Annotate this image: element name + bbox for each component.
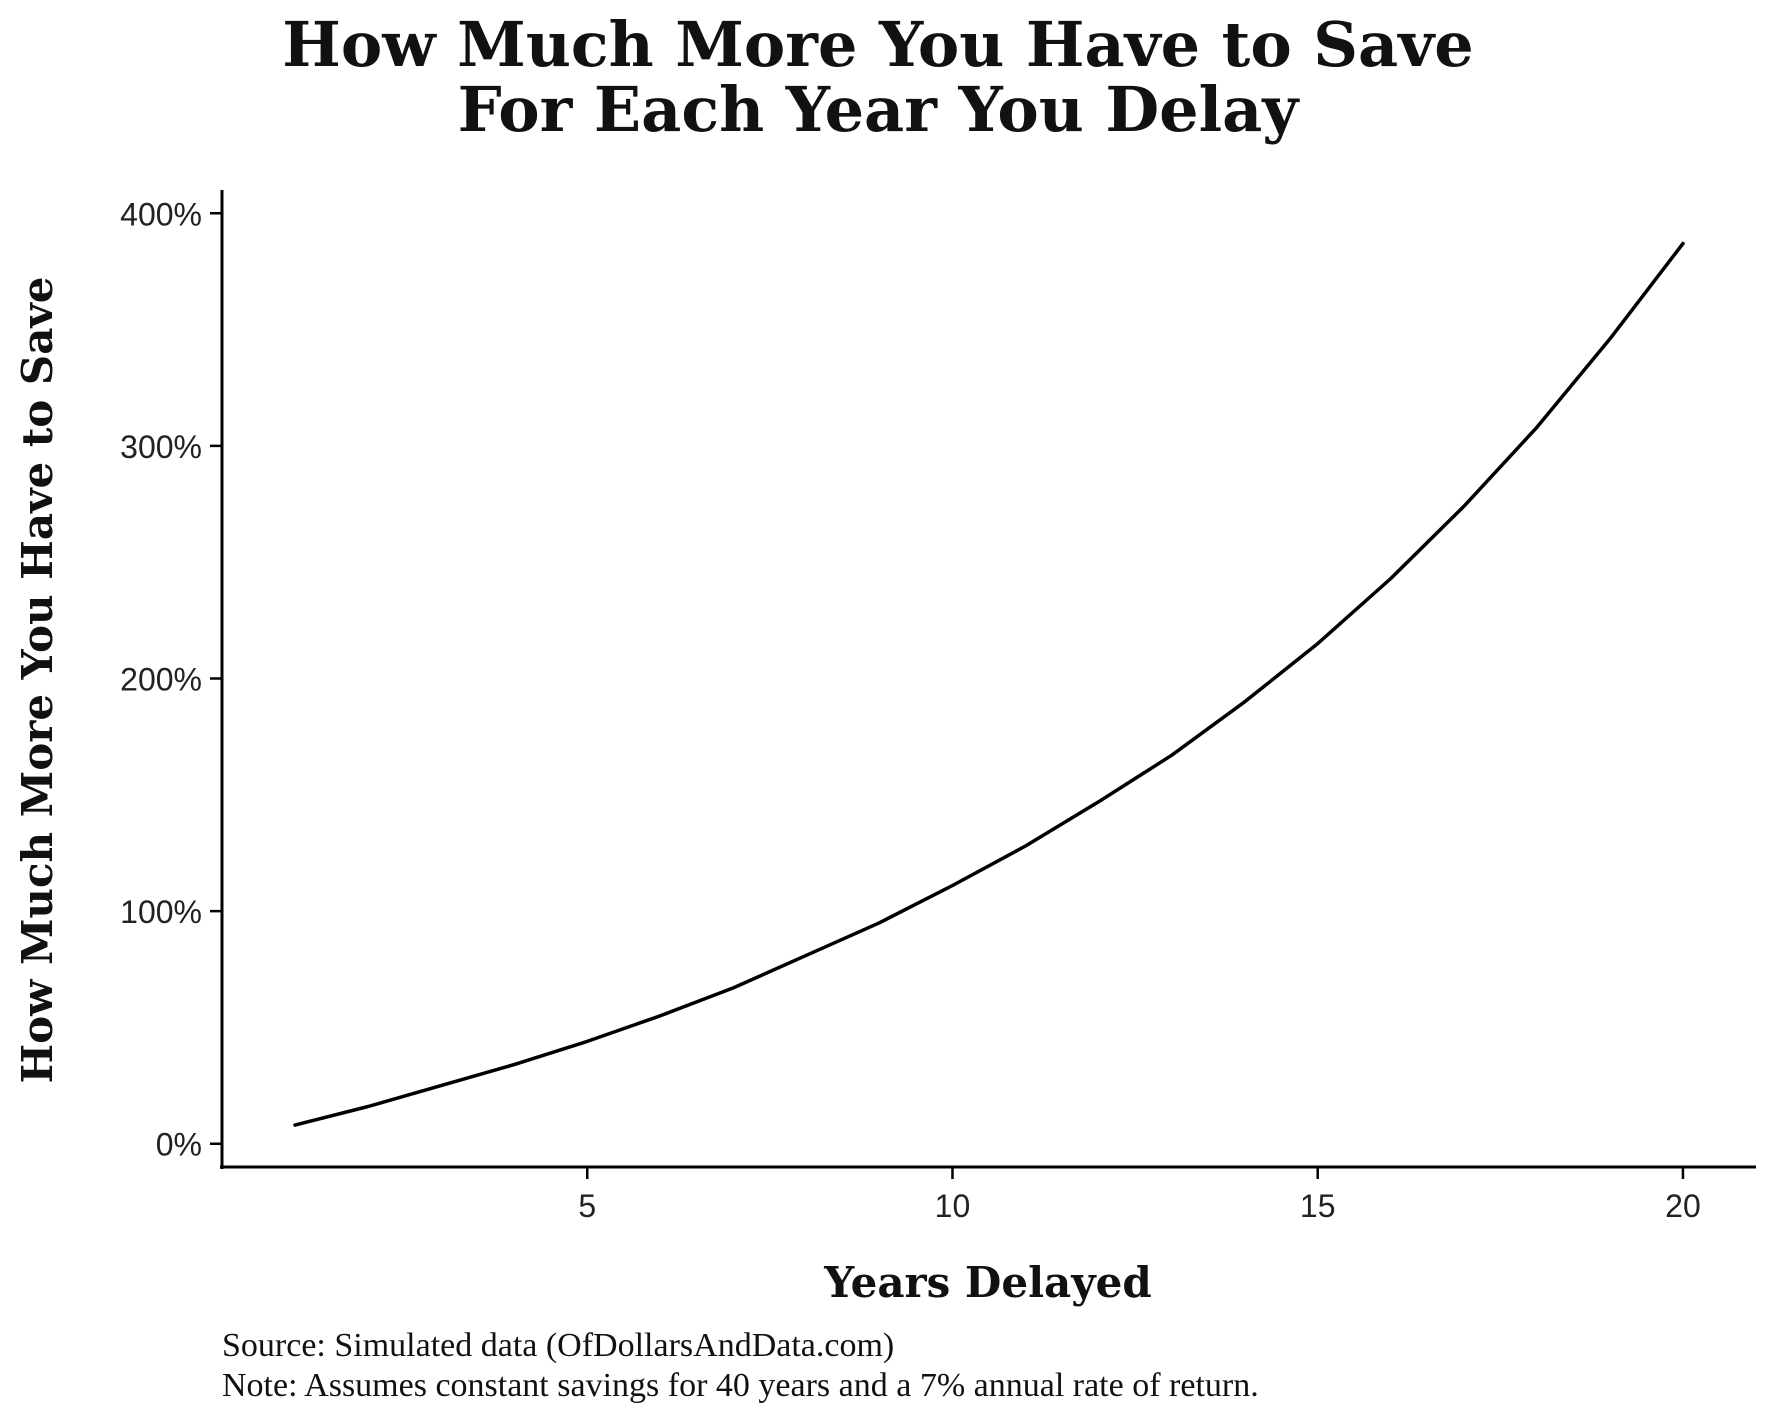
source-note: Source: Simulated data (OfDollarsAndData… [222,1327,894,1364]
savings-increase-line [293,241,1685,1127]
chart-title-line-2: For Each Year You Delay [458,73,1301,146]
assumption-note: Note: Assumes constant savings for 40 ye… [222,1367,1259,1404]
y-tick-label: 100% [120,894,202,930]
chart-title-line-1: How Much More You Have to Save [282,8,1473,81]
x-tick-label: 5 [578,1188,596,1224]
y-axis-title: How Much More You Have to Save [13,276,62,1083]
y-tick-label: 400% [120,196,202,232]
x-tick-label: 15 [1300,1188,1336,1224]
x-axis-ticks: 5 10 15 20 [578,1167,1701,1224]
plot-area [293,241,1685,1127]
y-axis-ticks: 0% 100% 200% 300% 400% [120,196,222,1163]
x-axis-title: Years Delayed [823,1258,1151,1307]
y-tick-label: 300% [120,429,202,465]
x-tick-label: 10 [935,1188,971,1224]
chart-title: How Much More You Have to Save For Each … [282,8,1473,146]
caption: Source: Simulated data (OfDollarsAndData… [222,1327,1259,1404]
y-tick-label: 0% [156,1127,202,1163]
y-tick-label: 200% [120,662,202,698]
x-tick-label: 20 [1665,1188,1701,1224]
